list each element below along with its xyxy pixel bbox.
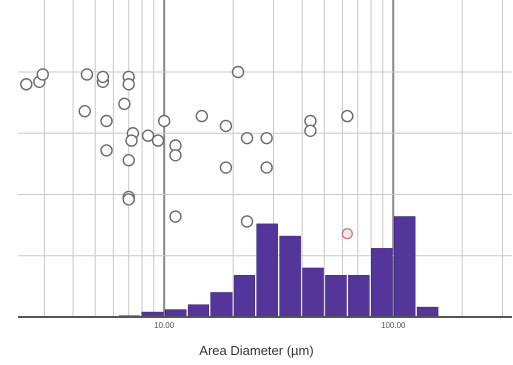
histogram-bar xyxy=(187,304,209,318)
x-axis-label: Area Diameter (µm) xyxy=(199,343,314,358)
scatter-point xyxy=(219,161,233,174)
scatter-point xyxy=(122,153,135,167)
scatter-point xyxy=(78,104,91,118)
scatter-point xyxy=(304,124,317,138)
scatter-point xyxy=(157,114,171,128)
scatter-point xyxy=(195,109,209,123)
histogram-bar xyxy=(302,267,324,318)
scatter-point xyxy=(260,161,273,174)
scatter-point xyxy=(125,134,138,147)
histogram-bar xyxy=(210,292,233,318)
histogram-bar xyxy=(279,235,301,318)
bar-layer xyxy=(118,216,439,318)
scatter-point xyxy=(100,144,113,157)
x-tick-label: 10.00 xyxy=(154,321,175,330)
scatter-point xyxy=(122,78,135,91)
scatter-layer xyxy=(20,65,354,228)
scatter-point xyxy=(36,68,49,81)
histogram-bar xyxy=(233,275,256,318)
scatter-point xyxy=(100,114,113,128)
histogram-bar xyxy=(370,248,393,318)
scatter-point xyxy=(96,70,110,84)
histogram-bar xyxy=(348,275,370,318)
scatter-point xyxy=(341,109,354,123)
histogram-bar xyxy=(164,309,187,318)
grid-layer xyxy=(18,0,512,317)
scatter-point xyxy=(141,129,155,142)
scatter-point xyxy=(240,131,254,145)
highlight-marker xyxy=(341,228,353,240)
histogram-bar xyxy=(393,216,416,318)
scatter-point xyxy=(80,68,94,81)
histogram-bar xyxy=(416,306,439,318)
histogram-bar xyxy=(325,275,347,318)
scatter-point xyxy=(219,119,233,133)
scatter-point xyxy=(118,97,131,111)
scatter-point xyxy=(240,215,254,228)
scatter-point xyxy=(231,65,245,79)
tick-layer: 10.00 100.00 xyxy=(154,321,406,330)
scatter-point xyxy=(169,149,182,162)
scatter-point xyxy=(20,78,33,91)
x-tick-label: 100.00 xyxy=(381,321,406,330)
marker-layer xyxy=(341,228,353,240)
scatter-point xyxy=(260,131,273,145)
histogram-bar xyxy=(256,223,278,318)
scatter-point xyxy=(122,193,135,206)
scatter-point xyxy=(169,210,182,223)
scatter-point xyxy=(151,134,165,147)
